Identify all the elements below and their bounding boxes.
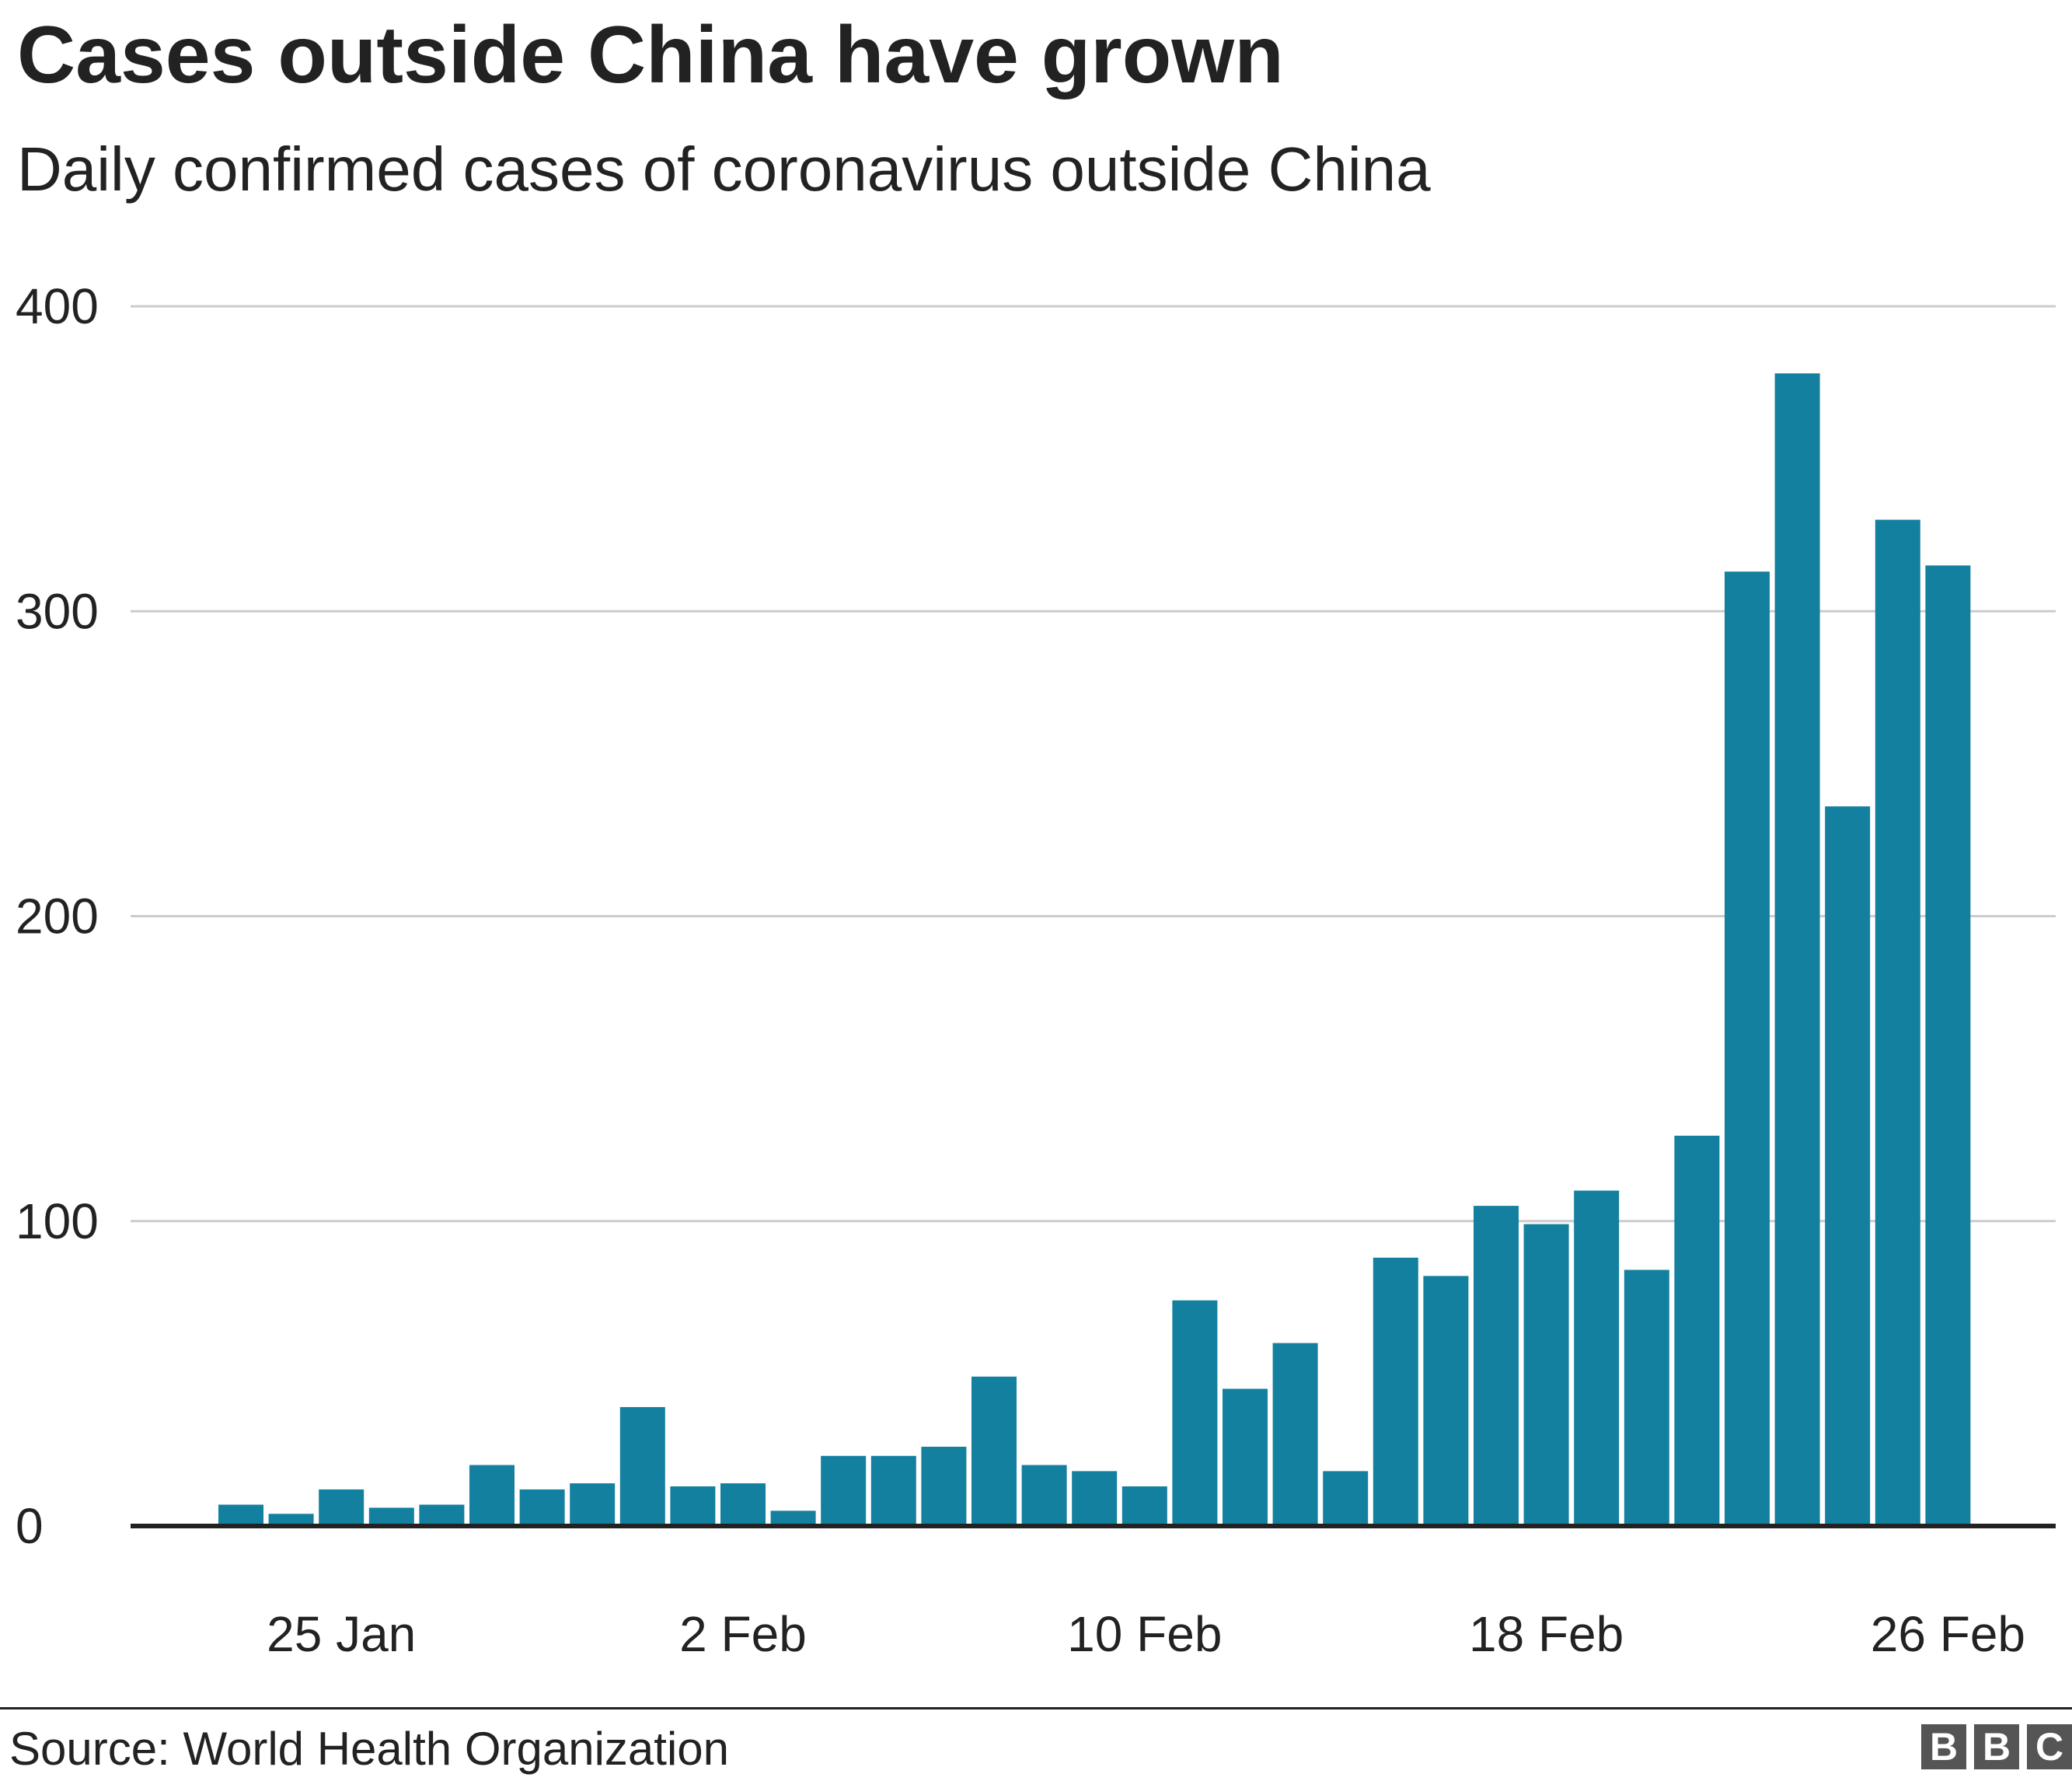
bar bbox=[1272, 1343, 1318, 1526]
bar bbox=[1223, 1388, 1268, 1526]
bar bbox=[921, 1447, 967, 1526]
bar bbox=[1423, 1276, 1469, 1526]
bar-chart: 0 100 200 300 400 25 Jan 2 Feb 10 Feb 18 Feb 26 … bbox=[16, 278, 2056, 1662]
source-note: Source: World Health Organization bbox=[9, 1723, 730, 1775]
x-axis-ticks: 25 Jan 2 Feb 10 Feb 18 Feb 26 Feb bbox=[267, 1606, 2025, 1662]
bar bbox=[1474, 1206, 1519, 1526]
bar bbox=[1825, 806, 1871, 1526]
bar bbox=[619, 1407, 665, 1526]
bbc-logo: B B C bbox=[1921, 1724, 2072, 1769]
bar bbox=[1072, 1471, 1118, 1526]
bar bbox=[1925, 565, 1971, 1526]
y-tick-label: 0 bbox=[16, 1498, 44, 1554]
bar bbox=[368, 1507, 414, 1526]
bar bbox=[1574, 1190, 1620, 1526]
y-tick-label: 100 bbox=[16, 1193, 99, 1249]
bar bbox=[971, 1376, 1017, 1526]
chart-title: Cases outside China have grown bbox=[17, 10, 1284, 100]
bar bbox=[419, 1504, 465, 1526]
bar bbox=[1121, 1486, 1167, 1526]
bar bbox=[1774, 373, 1820, 1526]
bar bbox=[1875, 519, 1920, 1527]
footer-divider bbox=[0, 1707, 2072, 1709]
bar bbox=[319, 1489, 365, 1526]
chart-subtitle: Daily confirmed cases of coronavirus out… bbox=[17, 134, 1431, 204]
bbc-logo-letter: B bbox=[1974, 1724, 2019, 1769]
bbc-logo-letter: B bbox=[1921, 1724, 1966, 1769]
bar bbox=[821, 1455, 867, 1526]
bar bbox=[570, 1483, 616, 1526]
bar bbox=[1373, 1257, 1418, 1526]
bar bbox=[1674, 1135, 1720, 1526]
y-tick-label: 300 bbox=[16, 583, 99, 639]
bar bbox=[1523, 1224, 1569, 1526]
bar bbox=[519, 1489, 565, 1526]
bar bbox=[268, 1514, 314, 1526]
x-tick-label: 25 Jan bbox=[267, 1606, 416, 1662]
y-axis-ticks: 0 100 200 300 400 bbox=[16, 278, 99, 1554]
y-tick-label: 400 bbox=[16, 278, 99, 334]
bar bbox=[1021, 1465, 1067, 1526]
bar bbox=[870, 1455, 916, 1526]
bar bbox=[218, 1504, 263, 1526]
y-tick-label: 200 bbox=[16, 889, 99, 945]
bbc-logo-letter: C bbox=[2027, 1724, 2072, 1769]
x-tick-label: 10 Feb bbox=[1067, 1606, 1222, 1662]
x-tick-label: 18 Feb bbox=[1469, 1606, 1624, 1662]
bar bbox=[770, 1510, 816, 1526]
bar bbox=[720, 1483, 766, 1526]
x-tick-label: 26 Feb bbox=[1871, 1606, 2025, 1662]
bar bbox=[1323, 1471, 1369, 1526]
bar bbox=[1172, 1300, 1218, 1526]
bar bbox=[670, 1486, 716, 1526]
x-tick-label: 2 Feb bbox=[679, 1606, 807, 1662]
bar bbox=[1624, 1269, 1669, 1526]
bar bbox=[469, 1465, 515, 1526]
bar bbox=[1725, 571, 1770, 1526]
bars bbox=[218, 373, 1971, 1527]
